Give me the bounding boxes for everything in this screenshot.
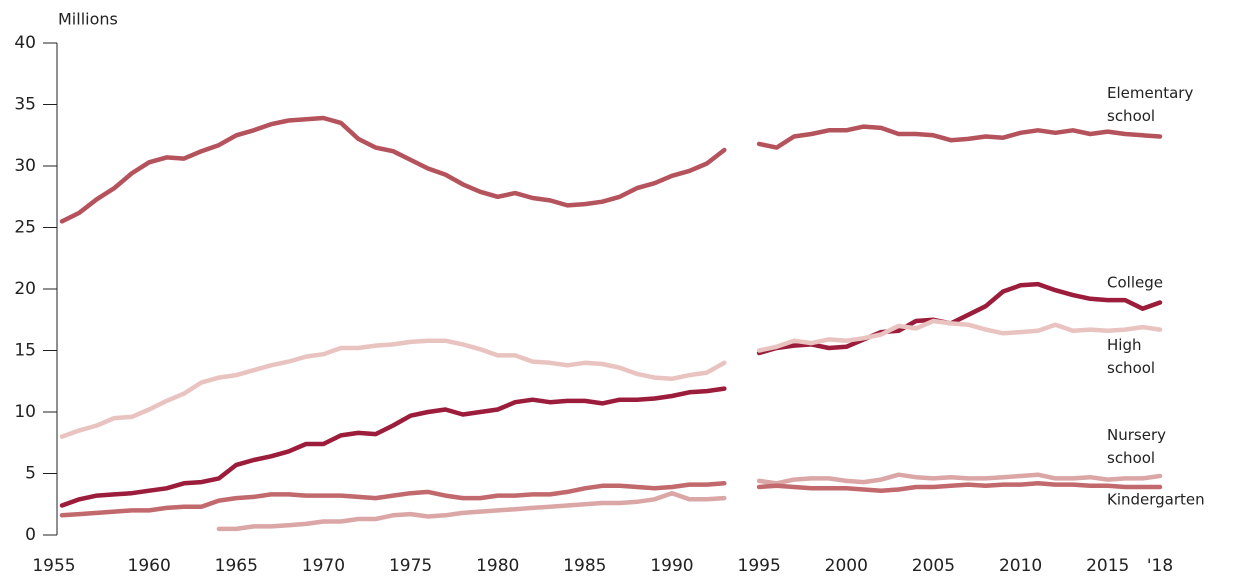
series-label: Nursery school — [1107, 426, 1166, 467]
x-tick-label: 1965 — [215, 556, 258, 576]
y-tick-label: 10 — [14, 402, 36, 422]
y-tick-label: 15 — [14, 341, 36, 361]
y-tick-label: 0 — [25, 525, 36, 545]
x-tick-label: 1970 — [302, 556, 345, 576]
x-tick-label: 1960 — [128, 556, 171, 576]
y-tick-label: 5 — [25, 464, 36, 484]
series-line — [59, 481, 1163, 518]
x-tick-label: 1975 — [389, 556, 432, 576]
x-tick-label: 1980 — [476, 556, 519, 576]
x-tick-label: 2005 — [912, 556, 955, 576]
x-tick-label: 1955 — [32, 556, 75, 576]
x-tick-label: '18 — [1147, 556, 1173, 576]
x-tick-label: 1985 — [563, 556, 606, 576]
x-tick-label: 1990 — [650, 556, 693, 576]
x-tick-label: 2000 — [825, 556, 868, 576]
series-label: Kindergarten — [1107, 491, 1205, 509]
y-axis-label: Millions — [58, 10, 118, 29]
y-tick-label: 30 — [14, 156, 36, 176]
series-line — [59, 281, 1163, 508]
series-line — [216, 472, 1163, 532]
x-tick-label: 2015 — [1086, 556, 1129, 576]
series-label: College — [1107, 274, 1163, 292]
y-tick-label: 35 — [14, 95, 36, 115]
x-tick-label: 2010 — [999, 556, 1042, 576]
series-label: High school — [1107, 336, 1155, 377]
x-tick-label: 1995 — [738, 556, 781, 576]
series-label: Elementary school — [1107, 84, 1193, 125]
y-tick-label: 20 — [14, 279, 36, 299]
y-tick-label: 40 — [14, 33, 36, 53]
series-line — [59, 115, 1163, 224]
series-line — [59, 318, 1163, 439]
y-tick-label: 25 — [14, 218, 36, 238]
